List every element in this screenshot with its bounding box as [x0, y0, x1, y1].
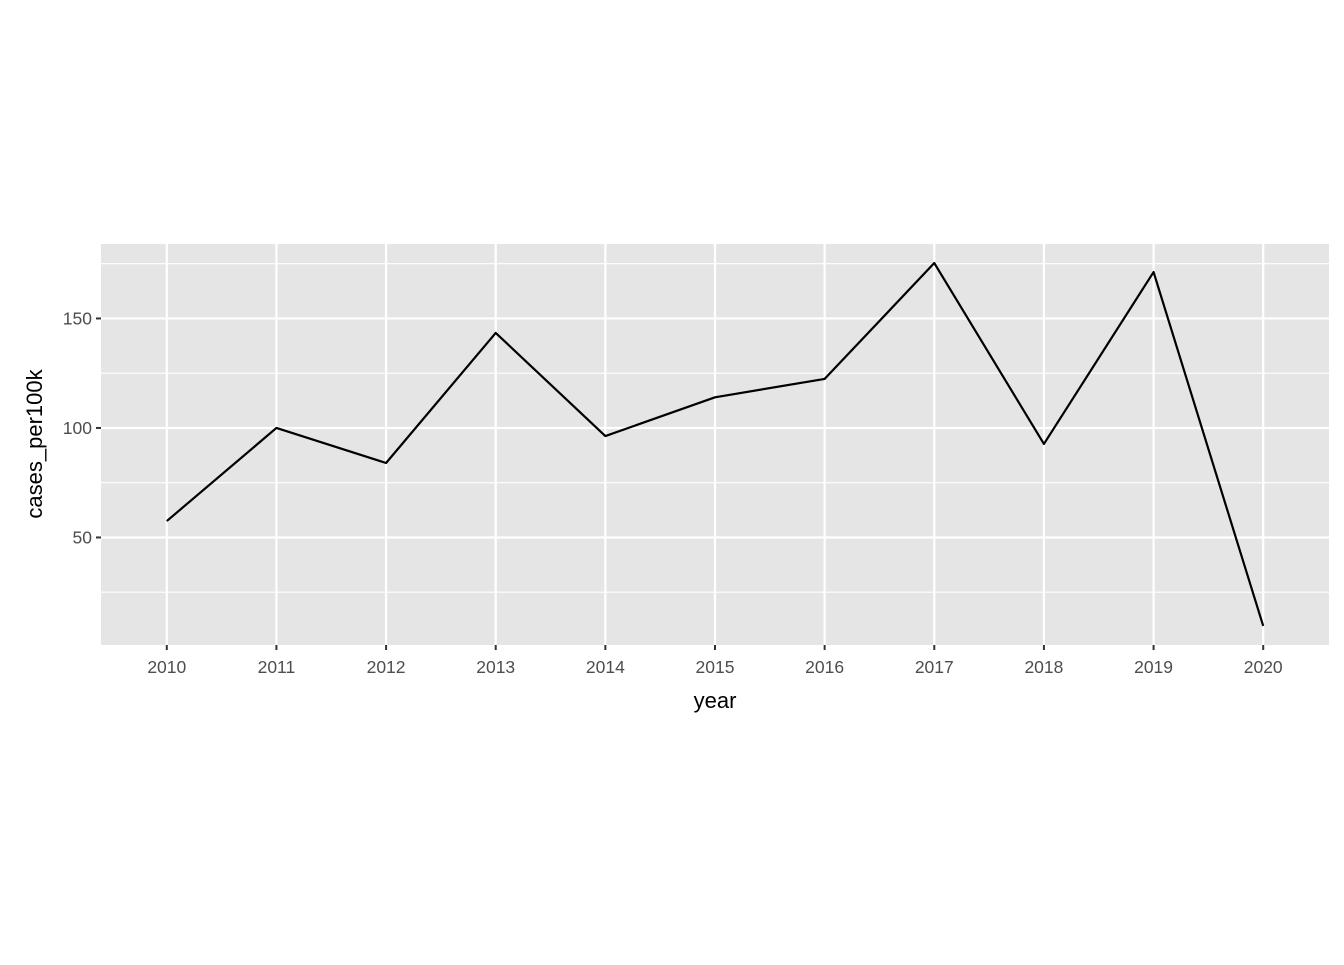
x-tick-label: 2019 [1134, 657, 1173, 677]
series-group [166, 261, 1265, 627]
x-tick-label: 2012 [367, 657, 406, 677]
x-tick-label: 2013 [476, 657, 515, 677]
x-tick-label: 2018 [1024, 657, 1063, 677]
x-tick-label: 2015 [696, 657, 735, 677]
y-axis-label: cases_per100k [22, 368, 47, 518]
y-tick-label: 100 [63, 418, 92, 438]
x-tick-label: 2016 [805, 657, 844, 677]
y-tick-label: 150 [63, 308, 92, 328]
x-tick-label: 2011 [258, 657, 296, 677]
y-tick-label: 50 [73, 527, 93, 547]
x-tick-label: 2020 [1244, 657, 1283, 677]
x-tick-label: 2017 [915, 657, 954, 677]
x-axis-label: year [694, 688, 737, 713]
x-axis: 2010 2011 2012 2013 2014 2015 2016 2017 2018 2019… [147, 645, 1283, 677]
series-line [166, 261, 1265, 627]
x-tick-label: 2010 [147, 657, 186, 677]
y-axis: 50 100 150 [63, 308, 101, 547]
x-tick-label: 2014 [586, 657, 625, 677]
